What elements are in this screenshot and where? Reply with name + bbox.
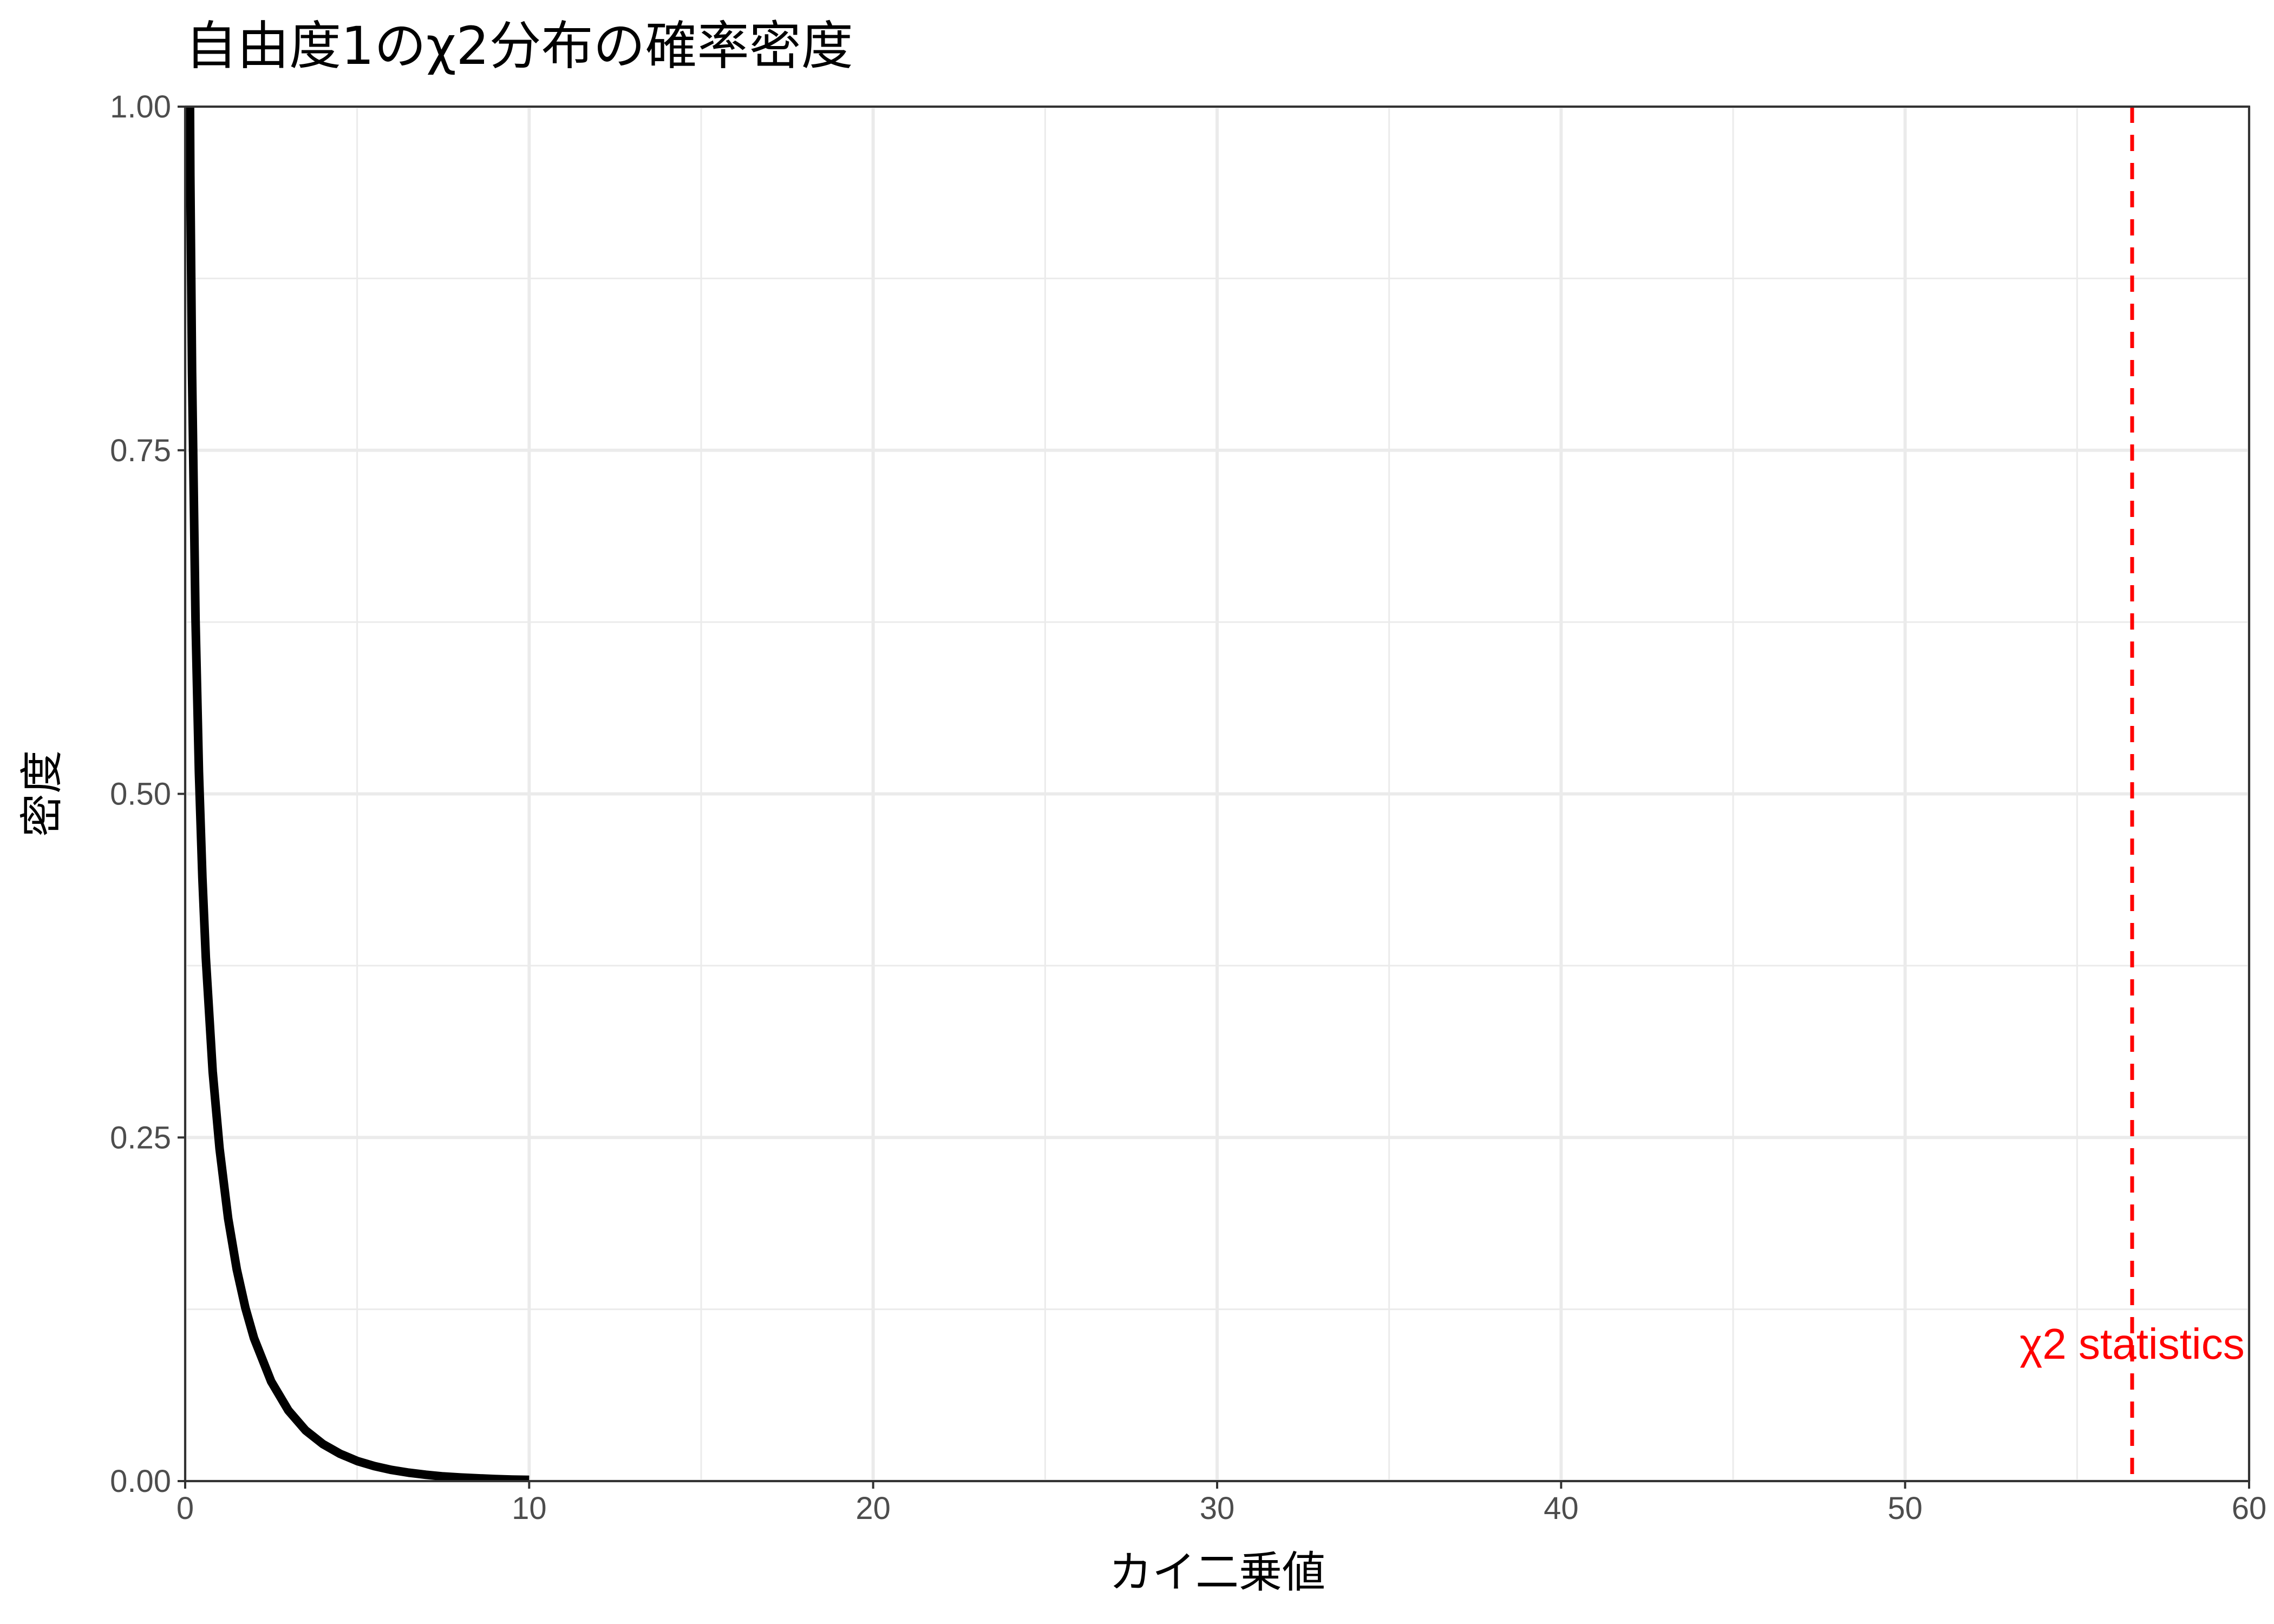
x-tick-label: 50 [1887,1491,1923,1526]
x-axis-title: カイ二乗値 [1109,1547,1325,1597]
x-tick-label: 40 [1544,1491,1579,1526]
y-tick-label: 0.25 [110,1120,171,1155]
series [185,107,530,1481]
y-tick-label: 0.75 [110,433,171,468]
x-tick-label: 0 [177,1491,194,1526]
x-tick-label: 30 [1200,1491,1235,1526]
annotations: χ2 statistics [2020,107,2245,1481]
y-tick-label: 0.50 [110,777,171,812]
chi2-statistic-label: χ2 statistics [2020,1320,2244,1368]
y-tick-label: 1.00 [110,89,171,125]
y-axis-title: 密度 [17,750,67,837]
x-tick-label: 10 [512,1491,547,1526]
y-tick-label: 0.00 [110,1464,171,1499]
axes: 0 10 20 30 40 50 60 0.00 0.25 0.50 0.75 1.00 [110,89,2266,1526]
chart-title: 自由度1のχ2分布の確率密度 [185,16,853,76]
x-tick-label: 20 [855,1491,891,1526]
x-tick-label: 60 [2232,1491,2267,1526]
density-curve [185,107,530,1481]
